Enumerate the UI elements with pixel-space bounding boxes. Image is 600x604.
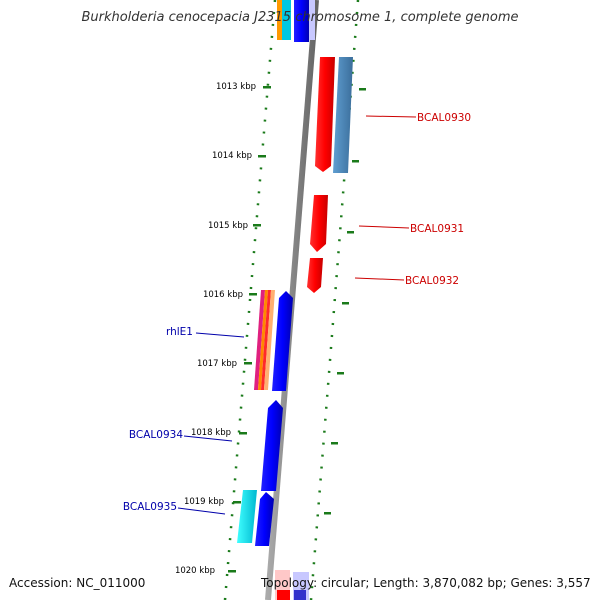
tick-mark [342,302,349,305]
gene-bcal0931[interactable] [310,195,328,252]
gene-rhle1-stripe-peach [264,290,275,390]
leader-bcal0930 [365,115,417,118]
bottom-partial-genes [275,570,309,600]
tick-label-1018: 1018 kbp [191,428,231,438]
gene-blue-top [294,0,309,42]
gene-rhle1-stripe-orange [258,290,268,390]
tick-mark [258,155,266,158]
accession-text: Accession: NC_011000 [9,576,146,590]
gene-rhle1-stripe-red [261,290,271,390]
gene-rhle1-stripe-magenta [254,290,265,390]
label-rhle1[interactable]: rhlE1 [166,326,193,338]
tick-mark [359,88,366,91]
top-partial-genes [277,0,315,42]
tick-mark [253,224,261,227]
gene-orange [277,0,282,40]
tick-label-1015: 1015 kbp [208,221,248,231]
gene-labels: BCAL0930 BCAL0931 BCAL0932 rhlE1 BCAL093… [123,112,471,513]
gene-rhle1-blue[interactable] [272,291,293,391]
tick-mark [263,86,271,89]
tick-label-1014: 1014 kbp [212,151,252,161]
gene-navy-bottom [294,590,306,600]
map-title: Burkholderia cenocepacia J2315 chromosom… [81,10,519,25]
label-bcal0932[interactable]: BCAL0932 [405,275,459,287]
tick-mark [324,512,331,515]
gene-bcal0934[interactable] [261,400,283,491]
tick-label-1020: 1020 kbp [175,566,215,576]
gene-bcal0935[interactable] [255,492,274,546]
tick-label-1016: 1016 kbp [203,290,243,300]
leader-bcal0931 [358,225,410,229]
gene-bcal0930-partner[interactable] [333,57,353,173]
tick-mark [347,231,354,234]
leader-bcal0935 [177,507,226,515]
left-ruler-curve [223,0,277,601]
gene-rhle1[interactable] [254,290,275,390]
label-bcal0935[interactable]: BCAL0935 [123,501,177,513]
gene-bcal0935-cyan[interactable] [237,490,257,543]
leader-bcal0932 [354,277,405,281]
tick-labels: 1013 kbp 1014 kbp 1015 kbp 1016 kbp 1017… [175,82,256,576]
topology-text: Topology: circular; Length: 3,870,082 bp… [261,576,591,590]
gene-cyan [282,0,291,40]
label-bcal0934[interactable]: BCAL0934 [129,429,183,441]
label-leaders [177,115,417,515]
tick-mark [244,362,252,365]
tick-mark [331,442,338,445]
tick-mark [352,160,359,163]
tick-mark [337,372,344,375]
forward-genes[interactable] [307,57,353,293]
tick-mark [239,432,247,435]
tick-label-1017: 1017 kbp [197,359,237,369]
label-bcal0931[interactable]: BCAL0931 [410,223,464,235]
tick-marks [228,86,366,573]
gene-bcal0930[interactable] [315,57,335,172]
tick-mark [249,293,257,296]
tick-mark [228,570,236,573]
leader-rhle1 [195,332,245,338]
reverse-genes[interactable] [237,290,293,546]
gene-bcal0932[interactable] [307,258,323,293]
tick-label-1019: 1019 kbp [184,497,224,507]
gene-red-bottom [277,590,290,600]
gene-lavender [309,0,315,40]
tick-label-1013: 1013 kbp [216,82,256,92]
leader-bcal0934 [183,435,233,442]
label-bcal0930[interactable]: BCAL0930 [417,112,471,124]
tick-mark [233,501,241,504]
